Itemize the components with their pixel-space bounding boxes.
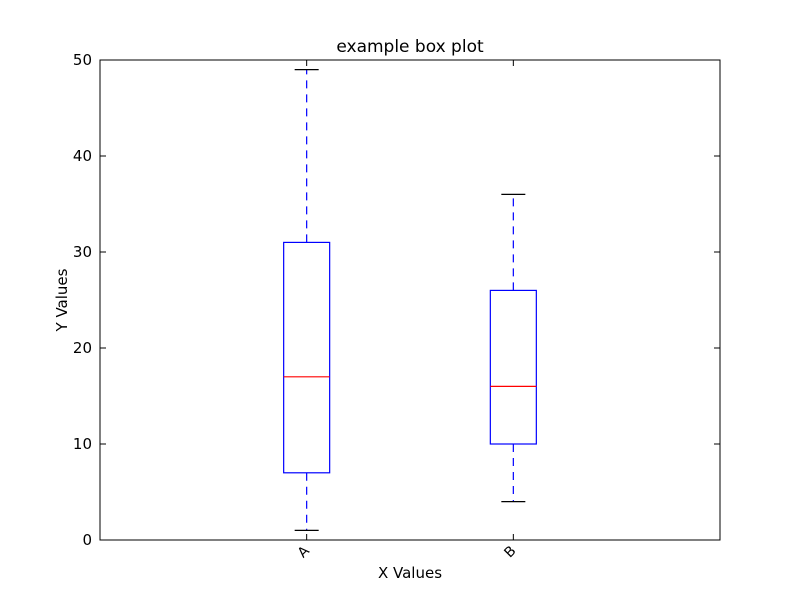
y-tick-label: 20	[73, 339, 92, 357]
y-tick-label: 50	[73, 51, 92, 69]
plot-frame	[99, 59, 721, 541]
box-B	[489, 289, 537, 445]
y-tick-label: 0	[82, 531, 92, 549]
y-tick-label: 30	[73, 243, 92, 261]
y-tick-label: 40	[73, 147, 92, 165]
box-A	[283, 241, 331, 474]
x-axis-label: X Values	[378, 564, 442, 582]
chart-title: example box plot	[336, 37, 484, 57]
x-tick-label: A	[295, 543, 313, 561]
plot-area: 0 10 20 30 40 50 A B	[73, 51, 720, 561]
y-axis-label: Y Values	[53, 268, 71, 332]
x-tick-label: B	[501, 543, 519, 561]
y-tick-label: 10	[73, 435, 92, 453]
